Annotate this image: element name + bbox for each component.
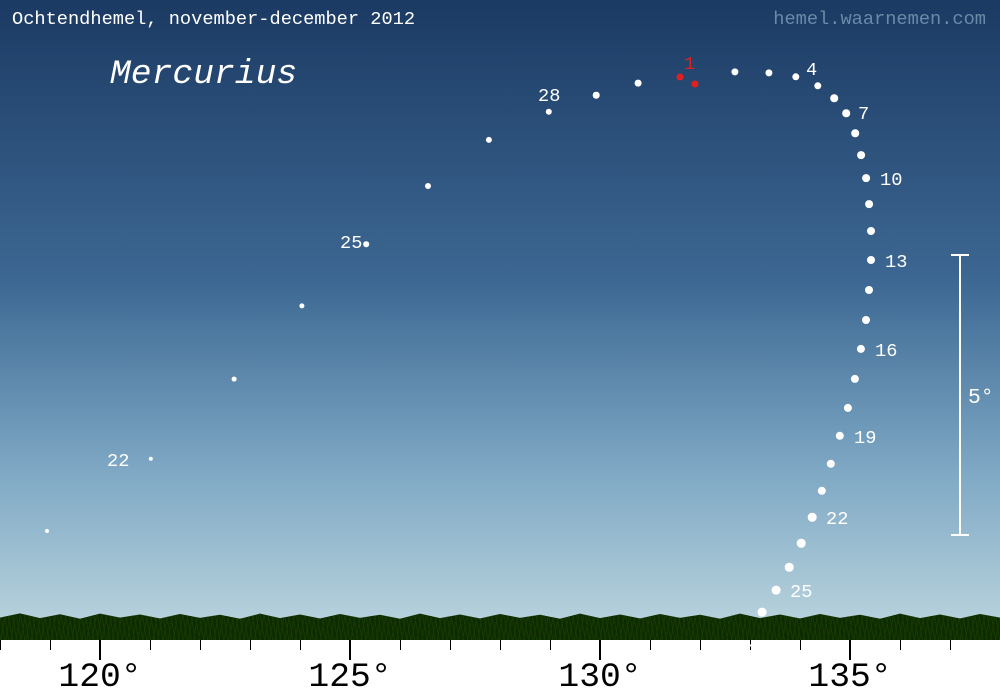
track-dot — [785, 563, 794, 572]
axis-label: 130° — [558, 658, 641, 697]
scale-bar — [959, 255, 961, 535]
track-dot — [867, 227, 875, 235]
track-dot — [677, 74, 684, 81]
source-credit: hemel.waarnemen.com — [773, 8, 986, 30]
axis-tick-minor — [650, 640, 651, 650]
track-dot — [862, 316, 870, 324]
track-label: 7 — [858, 103, 869, 125]
track-label: 1 — [684, 53, 695, 75]
axis-label: 120° — [58, 658, 141, 697]
track-dot — [635, 80, 642, 87]
axis-tick-minor — [700, 640, 701, 650]
track-label: 13 — [885, 251, 907, 273]
track-label: 28 — [538, 85, 560, 107]
track-label: 19 — [854, 427, 876, 449]
track-dot — [692, 81, 699, 88]
track-dot — [867, 256, 875, 264]
track-dot — [865, 286, 873, 294]
track-dot — [363, 241, 369, 247]
axis-tick-major — [599, 640, 601, 660]
track-dot — [232, 377, 237, 382]
axis-label: 135° — [808, 658, 891, 697]
track-label: 10 — [880, 169, 902, 191]
axis-tick-major — [99, 640, 101, 660]
track-dot — [865, 200, 873, 208]
axis-tick-minor — [950, 640, 951, 650]
axis-tick-minor — [0, 640, 1, 650]
track-dot — [797, 539, 806, 548]
sky-gradient — [0, 0, 1000, 628]
axis-label: 125° — [308, 658, 391, 697]
track-dot — [851, 129, 859, 137]
scale-label: 5° — [968, 386, 994, 410]
scale-cap-top — [951, 254, 969, 256]
track-dot — [593, 92, 600, 99]
axis-tick-minor — [50, 640, 51, 650]
track-dot — [45, 529, 49, 533]
axis-tick-major — [849, 640, 851, 660]
axis-tick-minor — [400, 640, 401, 650]
axis-tick-minor — [200, 640, 201, 650]
axis-tick-minor — [800, 640, 801, 650]
scale-cap-bottom — [951, 534, 969, 536]
axis-tick-minor — [500, 640, 501, 650]
track-dot — [425, 183, 431, 189]
track-dot — [808, 513, 817, 522]
track-label: 22 — [107, 450, 129, 472]
track-dot — [842, 109, 850, 117]
header-caption: Ochtendhemel, november-december 2012 — [12, 8, 415, 30]
track-label: 4 — [806, 59, 817, 81]
track-label: 28 — [747, 640, 769, 662]
axis-tick-minor — [300, 640, 301, 650]
axis-tick-minor — [550, 640, 551, 650]
planet-title: Mercurius — [110, 55, 297, 94]
track-dot — [830, 94, 838, 102]
track-label: 25 — [790, 581, 812, 603]
axis-tick-minor — [900, 640, 901, 650]
axis-tick-major — [349, 640, 351, 660]
sky-chart: Ochtendhemel, november-december 2012 hem… — [0, 0, 1000, 700]
axis-tick-minor — [250, 640, 251, 650]
track-label: 16 — [875, 340, 897, 362]
axis-tick-minor — [150, 640, 151, 650]
track-dot — [772, 586, 781, 595]
track-dot — [758, 608, 767, 617]
track-label: 25 — [340, 232, 362, 254]
track-label: 22 — [826, 508, 848, 530]
track-dot — [862, 174, 870, 182]
track-dot — [857, 151, 865, 159]
axis-tick-minor — [450, 640, 451, 650]
